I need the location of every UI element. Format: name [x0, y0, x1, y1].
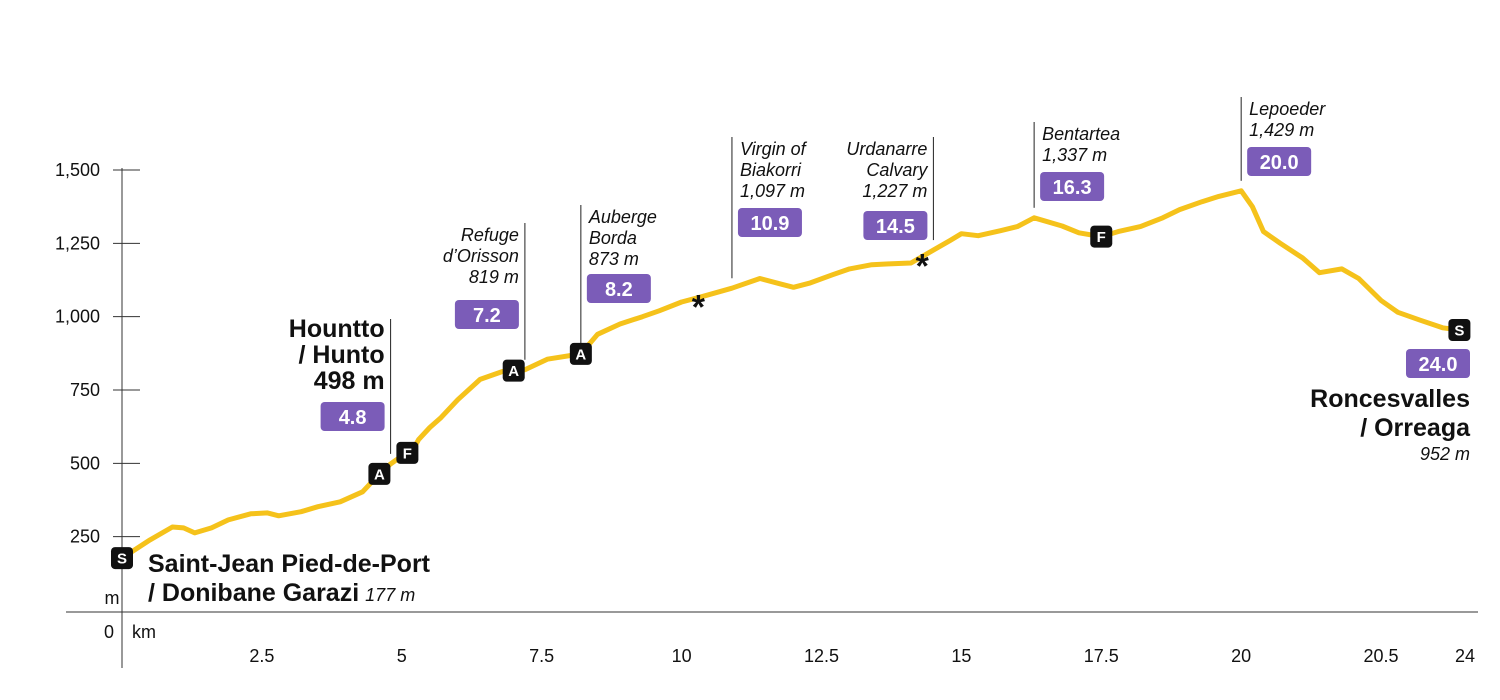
km-box-label: 8.2	[605, 279, 633, 301]
x-tick-label: 15	[951, 646, 971, 666]
x-tick-label: 10	[672, 646, 692, 666]
place-name: Borda	[589, 228, 637, 248]
place-name: Virgin of	[740, 139, 808, 159]
place-name: Calvary	[866, 160, 928, 180]
marker-label: A	[374, 466, 385, 483]
y-tick-label: 250	[70, 527, 100, 547]
marker-box	[111, 547, 133, 570]
place-elevation: 1,337 m	[1042, 145, 1107, 165]
x-tick-label: 24	[1455, 646, 1475, 666]
marker-label: A	[508, 363, 519, 380]
marker-label: S	[1454, 323, 1464, 340]
marker-star: *	[916, 248, 930, 286]
marker-box	[368, 462, 391, 485]
km-box-label: 20.0	[1260, 152, 1299, 174]
elevation-line	[119, 188, 1468, 561]
km-box	[1247, 147, 1312, 176]
x-axis-label: km	[132, 622, 156, 642]
x-tick-label: 12.5	[804, 646, 839, 666]
km-box	[320, 402, 385, 431]
marker-label: F	[1097, 229, 1106, 246]
place-elevation: 1,097 m	[740, 181, 805, 201]
place-name: Roncesvalles	[1310, 385, 1470, 413]
place-elevation: 1,429 m	[1249, 120, 1314, 140]
km-box-label: 10.9	[750, 213, 789, 235]
km-box	[1406, 349, 1470, 378]
marker-box	[502, 359, 525, 382]
place-name: Auberge	[588, 207, 657, 227]
km-box	[1040, 172, 1105, 201]
y-tick-label: 1,250	[55, 233, 100, 253]
x-tick-label: 17.5	[1084, 646, 1119, 666]
y-axis-label: m	[105, 588, 120, 608]
km-box-label: 4.8	[339, 407, 367, 429]
y-tick-label: 1,500	[55, 160, 100, 180]
place-elevation: 819 m	[469, 267, 519, 287]
place-name: Bentartea	[1042, 124, 1120, 144]
marker-star: *	[692, 289, 706, 327]
km-box-label: 7.2	[473, 305, 501, 327]
km-box	[586, 274, 651, 303]
place-name: / Donibane Garazi	[148, 579, 359, 607]
marker-box	[396, 441, 419, 464]
place-elevation: 498 m	[314, 367, 385, 395]
x-tick-label: 2.5	[249, 646, 274, 666]
place-name: / Hunto	[299, 341, 385, 369]
km-box-label: 14.5	[876, 216, 915, 238]
y-tick-label: 1,000	[55, 307, 100, 327]
x-tick-label: 5	[397, 646, 407, 666]
marker-label: F	[403, 445, 412, 462]
place-name: Saint-Jean Pied-de-Port	[148, 550, 431, 578]
km-box	[737, 208, 802, 237]
x-tick-label: 20.5	[1364, 646, 1399, 666]
marker-box	[1090, 225, 1113, 248]
place-elevation: 177 m	[365, 585, 415, 605]
x-tick-label: 7.5	[529, 646, 554, 666]
marker-box	[569, 342, 592, 365]
place-name: Urdanarre	[846, 139, 927, 159]
place-name: / Orreaga	[1360, 414, 1471, 442]
marker-box	[1448, 319, 1471, 342]
y-tick-label: 500	[70, 453, 100, 473]
km-box	[454, 300, 519, 329]
x-tick-label: 0	[104, 622, 114, 642]
place-elevation: 952 m	[1420, 444, 1470, 464]
place-name: Biakorri	[740, 160, 802, 180]
place-name: Lepoeder	[1249, 99, 1326, 119]
place-name: d’Orisson	[443, 246, 519, 266]
km-box	[863, 211, 928, 240]
km-box-label: 24.0	[1419, 354, 1458, 376]
x-tick-label: 20	[1231, 646, 1251, 666]
place-name: Hountto	[289, 315, 385, 343]
marker-label: A	[575, 346, 586, 363]
marker-label: S	[117, 551, 127, 568]
km-box-label: 16.3	[1053, 177, 1092, 199]
place-elevation: 1,227 m	[862, 181, 927, 201]
y-tick-label: 750	[70, 380, 100, 400]
place-name: Refuge	[461, 225, 519, 245]
place-elevation: 873 m	[589, 249, 639, 269]
